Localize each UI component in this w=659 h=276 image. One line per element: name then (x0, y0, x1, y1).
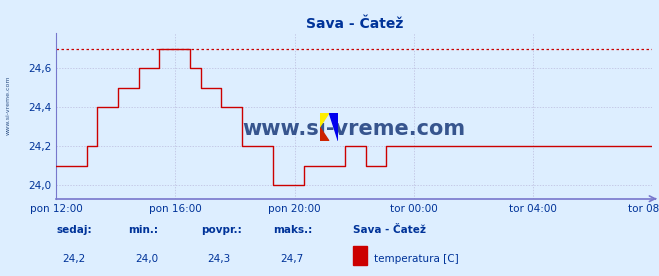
Text: Sava - Čatež: Sava - Čatež (353, 225, 426, 235)
Text: temperatura [C]: temperatura [C] (374, 254, 459, 264)
Text: sedaj:: sedaj: (56, 225, 92, 235)
Text: maks.:: maks.: (273, 225, 313, 235)
Text: 24,0: 24,0 (135, 254, 158, 264)
Text: min.:: min.: (129, 225, 159, 235)
Text: www.si-vreme.com: www.si-vreme.com (5, 75, 11, 135)
Polygon shape (329, 113, 338, 141)
Text: 24,2: 24,2 (63, 254, 86, 264)
Text: www.si-vreme.com: www.si-vreme.com (243, 119, 466, 139)
Title: Sava - Čatež: Sava - Čatež (306, 17, 403, 31)
Text: povpr.:: povpr.: (201, 225, 242, 235)
Polygon shape (320, 113, 329, 127)
Text: 24,3: 24,3 (208, 254, 231, 264)
Text: 24,7: 24,7 (280, 254, 303, 264)
Polygon shape (320, 127, 329, 141)
